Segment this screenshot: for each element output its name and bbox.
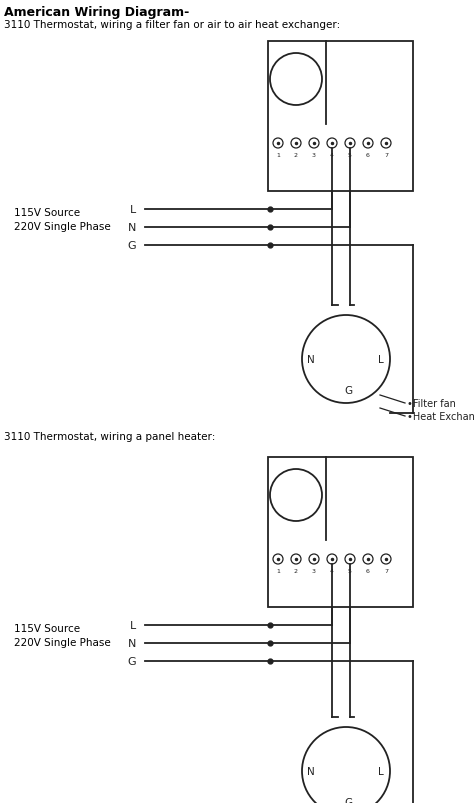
Text: G: G	[344, 385, 352, 396]
Text: •Heat Exchanger: •Heat Exchanger	[407, 411, 474, 422]
Text: 115V Source
220V Single Phase: 115V Source 220V Single Phase	[14, 208, 111, 232]
Text: L: L	[130, 620, 136, 630]
Text: 2: 2	[294, 569, 298, 573]
Text: 2: 2	[294, 153, 298, 158]
Text: 6: 6	[366, 153, 370, 158]
Text: N: N	[307, 355, 315, 365]
Text: 6: 6	[366, 569, 370, 573]
Text: L: L	[378, 766, 384, 776]
Text: 7: 7	[384, 153, 388, 158]
Text: N: N	[128, 638, 136, 648]
Text: American Wiring Diagram-: American Wiring Diagram-	[4, 6, 189, 19]
Text: L: L	[130, 205, 136, 214]
Text: G: G	[128, 241, 136, 251]
Text: G: G	[128, 656, 136, 666]
Text: 115V Source
220V Single Phase: 115V Source 220V Single Phase	[14, 623, 111, 647]
Text: 1: 1	[276, 153, 280, 158]
Text: N: N	[307, 766, 315, 776]
Text: 3: 3	[312, 153, 316, 158]
Text: 4: 4	[330, 153, 334, 158]
Text: L: L	[378, 355, 384, 365]
Text: 4: 4	[330, 569, 334, 573]
Text: G: G	[344, 797, 352, 803]
Text: 3: 3	[312, 569, 316, 573]
Text: 1: 1	[276, 569, 280, 573]
Text: •Filter fan: •Filter fan	[407, 398, 456, 409]
Text: 7: 7	[384, 569, 388, 573]
Text: N: N	[128, 222, 136, 233]
Text: 3110 Thermostat, wiring a panel heater:: 3110 Thermostat, wiring a panel heater:	[4, 431, 215, 442]
Text: 3110 Thermostat, wiring a filter fan or air to air heat exchanger:: 3110 Thermostat, wiring a filter fan or …	[4, 20, 340, 30]
Text: 5: 5	[348, 153, 352, 158]
Text: 5: 5	[348, 569, 352, 573]
